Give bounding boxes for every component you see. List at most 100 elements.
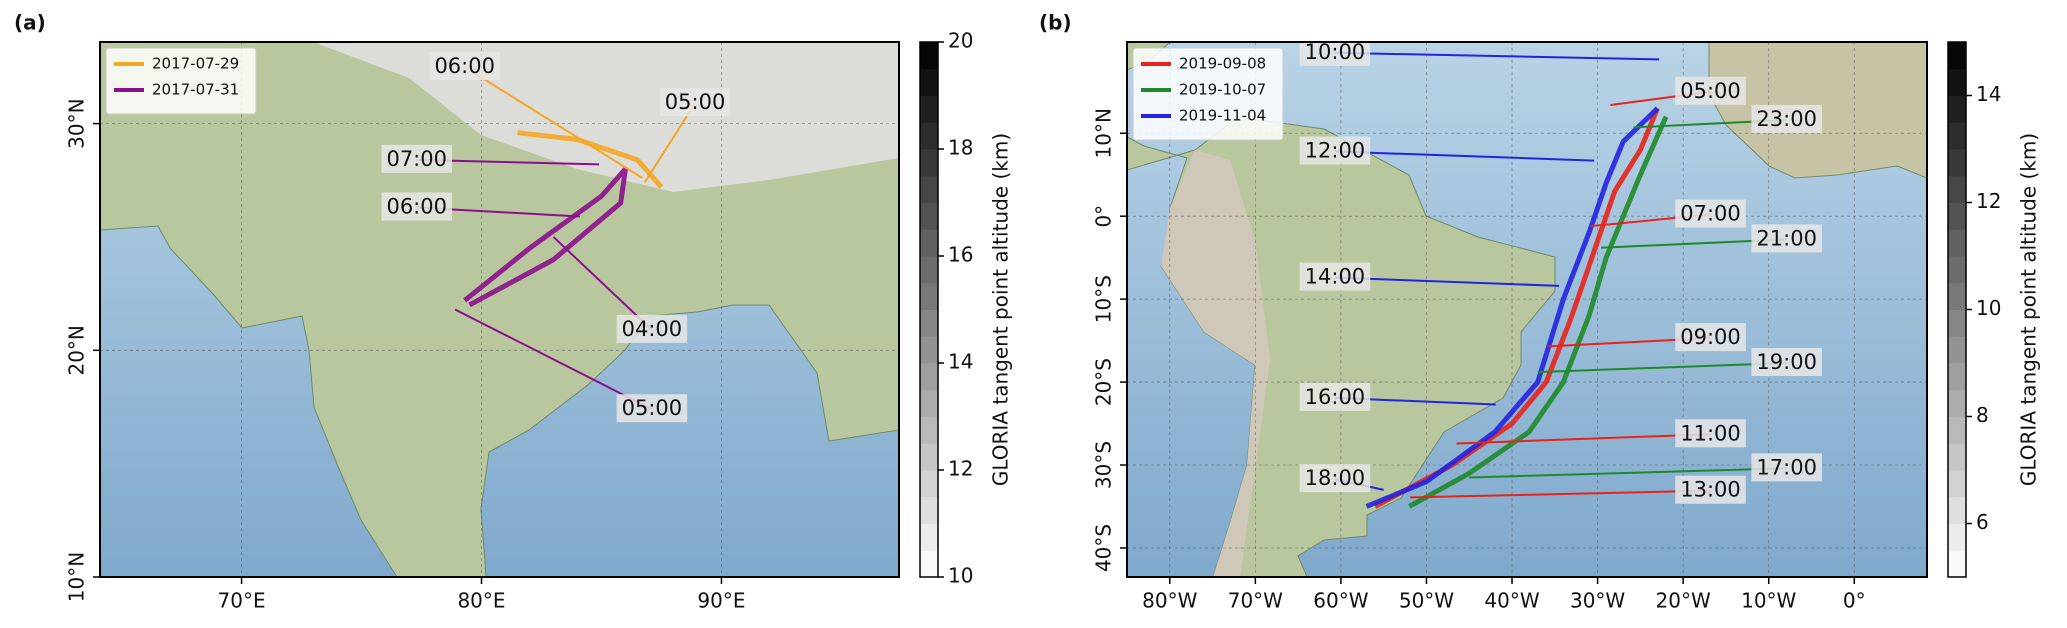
- annotation-label: 05:00: [622, 396, 683, 420]
- map-panel: 06:00 05:00 07:00 06:00 04:00 05:00: [100, 42, 899, 577]
- annotation-line: [1334, 150, 1595, 162]
- annotation-label: 16:00: [1305, 385, 1366, 409]
- colorbar-tick-label: 18: [948, 136, 973, 160]
- annotation-line: [1334, 276, 1560, 287]
- colorbar-step: [1948, 122, 1966, 150]
- colorbar-step: [1948, 256, 1966, 284]
- colorbar-step: [1948, 550, 1966, 578]
- y-tick-label: 10°N: [65, 552, 89, 602]
- annotation-line: [1469, 467, 1787, 479]
- annotation-label: 06:00: [434, 54, 495, 78]
- annotation-line: [643, 102, 696, 184]
- colorbar-step: [920, 95, 938, 123]
- colorbar-step: [1948, 175, 1966, 203]
- colorbar-step: [920, 496, 938, 524]
- annotation-label: 18:00: [1305, 466, 1366, 490]
- colorbar-step: [920, 363, 938, 391]
- annotation-box: [1299, 136, 1371, 165]
- annotation-label: 05:00: [665, 90, 726, 114]
- x-tick-label: 0°: [1843, 589, 1866, 613]
- annotation-box: [429, 51, 500, 80]
- annotation-label: 07:00: [1680, 202, 1741, 226]
- x-tick-label: 60°W: [1313, 589, 1368, 613]
- colorbar-step: [1948, 389, 1966, 417]
- x-tick-label: 70°E: [218, 589, 266, 613]
- x-tick-label: 80°E: [457, 589, 505, 613]
- colorbar-step: [1948, 309, 1966, 337]
- legend-label: 2019-11-04: [1179, 107, 1266, 125]
- y-tick-label: 20°N: [65, 325, 89, 375]
- annotation-line: [552, 236, 653, 331]
- annotation-box: [1751, 224, 1822, 253]
- legend-label: 2019-10-07: [1179, 81, 1266, 99]
- annotation-label: 11:00: [1680, 421, 1741, 445]
- annotation-label: 04:00: [622, 317, 683, 341]
- annotation-label: 19:00: [1756, 350, 1817, 374]
- y-tick-label: 10°S: [1092, 275, 1116, 323]
- x-tick-label: 70°W: [1228, 589, 1283, 613]
- colorbar-step: [920, 122, 938, 150]
- colorbar-step: [920, 336, 938, 364]
- annotation-label: 21:00: [1756, 226, 1817, 250]
- annotation-box: [381, 192, 452, 221]
- legend: 2019-09-08 2019-10-07 2019-11-04: [1132, 47, 1284, 141]
- legend: 2017-07-29 2017-07-31: [105, 47, 257, 115]
- colorbar-step: [920, 256, 938, 284]
- axes-frame: [99, 41, 900, 578]
- annotation-box: [1299, 382, 1371, 411]
- colorbar-step: [920, 282, 938, 310]
- colorbar-tick-label: 12: [1976, 189, 2001, 213]
- annotation-label: 13:00: [1680, 478, 1741, 502]
- colorbar-step: [1948, 202, 1966, 230]
- colorbar-frame: [919, 41, 939, 578]
- colorbar-tick-label: 14: [948, 350, 973, 374]
- colorbar-step: [1948, 229, 1966, 257]
- annotation-box: [1675, 323, 1746, 352]
- annotation-label: 12:00: [1305, 138, 1366, 162]
- colorbar-tick-label: 16: [948, 243, 973, 267]
- colorbar-tick-label: 20: [948, 29, 973, 53]
- y-tick-label: 30°S: [1092, 441, 1116, 489]
- colorbar-label: GLORIA tangent point altitude (km): [2017, 133, 2041, 486]
- mountains: [1161, 150, 1270, 577]
- colorbar-step: [920, 389, 938, 417]
- x-tick-label: 30°W: [1570, 589, 1625, 613]
- annotation-box: [1299, 262, 1371, 291]
- axes-frame: [1126, 41, 1928, 578]
- annotation-line: [1334, 51, 1660, 61]
- x-tick-label: 50°W: [1399, 589, 1454, 613]
- annotation-line: [1537, 362, 1787, 374]
- colorbar-label: GLORIA tangent point altitude (km): [989, 133, 1013, 486]
- x-tick-label: 90°E: [697, 589, 745, 613]
- annotation-label: 09:00: [1680, 325, 1741, 349]
- x-tick-label: 40°W: [1484, 589, 1539, 613]
- legend-label: 2017-07-31: [152, 81, 239, 99]
- colorbar-step: [1948, 149, 1966, 177]
- annotation-box: [1751, 104, 1822, 133]
- y-tick-label: 40°S: [1092, 524, 1116, 572]
- colorbar-step: [920, 68, 938, 96]
- colorbar-step: [1948, 363, 1966, 391]
- annotation-box: [1675, 76, 1746, 105]
- x-tick-label: 10°W: [1741, 589, 1796, 613]
- annotation-box: [1675, 419, 1746, 448]
- colorbar-step: [920, 42, 938, 70]
- y-tick-label: 10°N: [1092, 108, 1116, 158]
- colorbar-tick-label: 8: [1976, 403, 1989, 427]
- colorbar-step: [920, 523, 938, 551]
- colorbar-step: [920, 470, 938, 498]
- colorbar-step: [920, 443, 938, 471]
- annotation-line: [1410, 489, 1711, 499]
- flight-track: [1365, 106, 1660, 509]
- annotation-label: 05:00: [1680, 79, 1741, 103]
- annotation-box: [1675, 199, 1746, 228]
- panel-label: (a): [14, 11, 46, 35]
- annotation-label: 07:00: [386, 147, 447, 171]
- x-tick-label: 20°W: [1656, 589, 1711, 613]
- colorbar-step: [1948, 68, 1966, 96]
- colorbar-step: [1948, 470, 1966, 498]
- legend-label: 2017-07-29: [152, 55, 239, 73]
- annotation-box: [616, 394, 688, 423]
- colorbar-step: [920, 229, 938, 257]
- colorbar-step: [920, 149, 938, 177]
